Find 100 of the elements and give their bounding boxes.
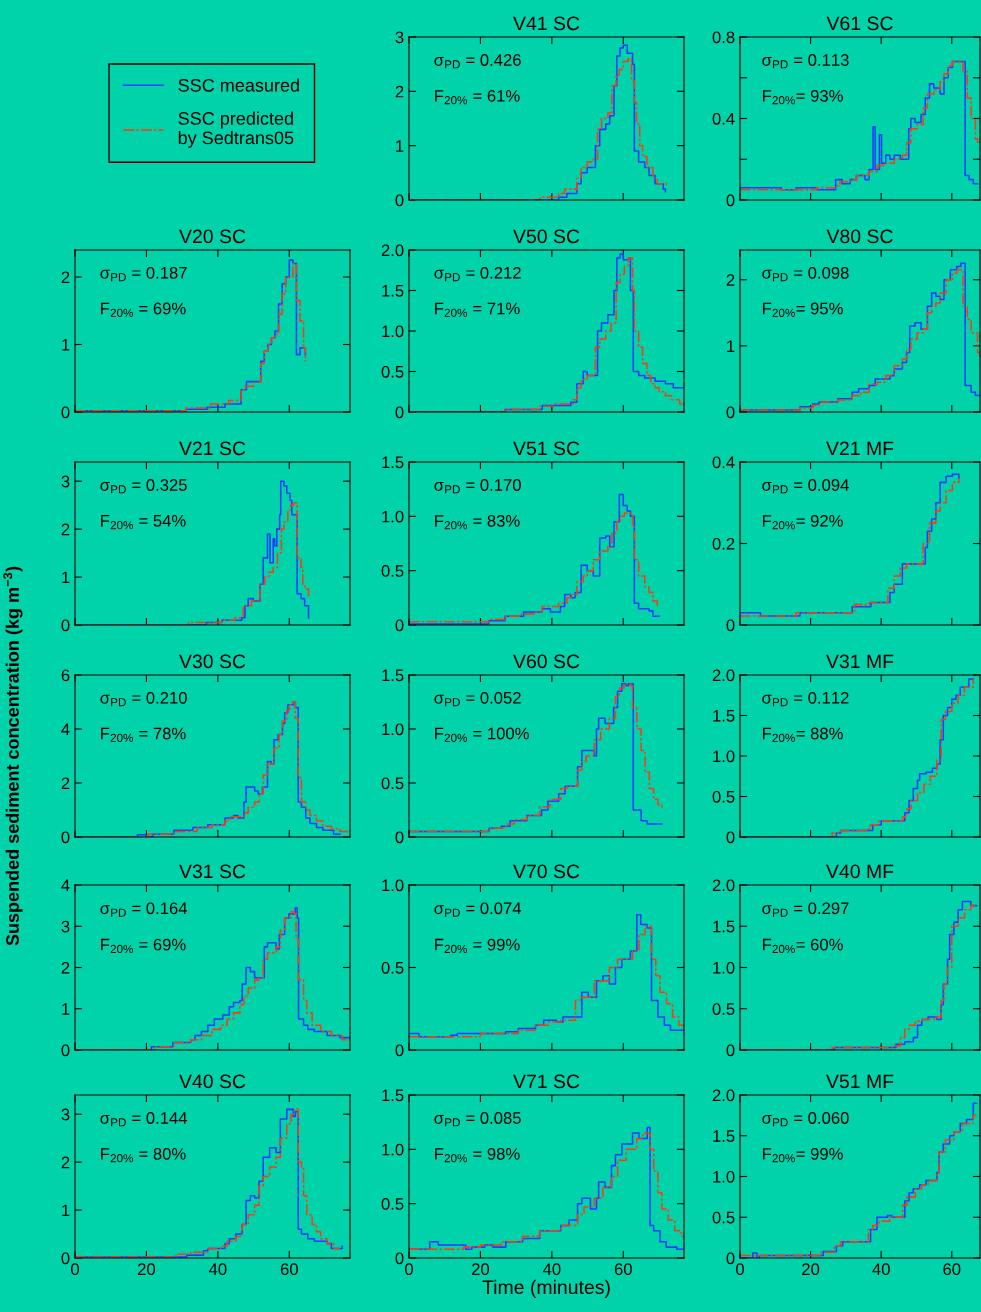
- y-tick-label: 0.4: [712, 456, 735, 469]
- y-tick-label: 0: [61, 406, 70, 419]
- y-tick-label: 1.5: [713, 1130, 735, 1142]
- annotation: F$_{20%}$ = 61%: [435, 89, 520, 105]
- annotation: σ$_{PD}$ = 0.113: [762, 54, 849, 69]
- chart-title: V80 SC: [826, 229, 893, 244]
- y-tick-label: 0.5: [712, 1003, 735, 1015]
- y-tick-label: 0: [395, 831, 404, 844]
- chart-title: V31 MF: [826, 654, 894, 669]
- annotation: σ$_{PD}$ = 0.052: [434, 691, 521, 707]
- annotation: σ$_{PD}$ = 0.112: [762, 691, 849, 707]
- y-tick-label: 1.0: [713, 961, 735, 974]
- y-tick-label: 0.5: [381, 961, 404, 974]
- annotation: σ$_{PD}$ = 0.144: [100, 1112, 188, 1127]
- annotation: σ$_{PD}$ = 0.164: [100, 902, 188, 917]
- x-tick-label: 20: [802, 1263, 820, 1276]
- y-tick-label: 1: [62, 571, 70, 584]
- y-tick-label: 2.0: [381, 244, 404, 257]
- y-tick-label: 0: [726, 1044, 735, 1057]
- y-tick-label: 4: [61, 723, 70, 736]
- y-tick-label: 1.0: [382, 879, 404, 892]
- y-tick-label: 1: [62, 1003, 70, 1015]
- annotation: σ$_{PD}$ = 0.170: [434, 479, 521, 494]
- chart-title: V41 SC: [513, 16, 580, 31]
- x-tick-label: 40: [542, 1263, 561, 1276]
- annotation: F$_{20%}$ = 78%: [101, 727, 186, 742]
- x-tick-label: 0: [736, 1263, 744, 1276]
- chart-title: V21 SC: [179, 441, 246, 456]
- y-tick-label: 1.5: [382, 669, 404, 682]
- y-tick-label: 1.0: [382, 510, 404, 523]
- annotation: F$_{20%}$= 95%: [762, 302, 843, 317]
- annotation: F$_{20%}$= 88%: [762, 727, 843, 742]
- y-tick-label: 0: [395, 406, 404, 419]
- y-tick-label: 1.5: [382, 1089, 404, 1102]
- annotation: F$_{20%}$= 60%: [762, 938, 843, 954]
- y-tick-label: 3: [61, 1108, 70, 1121]
- y-axis-title: Suspended sediment concentration (kg m$^{−3}$): [3, 566, 23, 946]
- x-tick-label: 40: [872, 1263, 890, 1276]
- y-tick-label: 0: [395, 619, 404, 632]
- annotation: σ$_{PD}$ = 0.085: [434, 1112, 521, 1127]
- y-tick-label: 2: [395, 85, 404, 98]
- y-tick-label: 2: [61, 523, 70, 536]
- annotation: σ$_{PD}$ = 0.210: [100, 691, 187, 707]
- annotation: σ$_{PD}$ = 0.212: [434, 266, 521, 282]
- y-tick-label: 1.0: [713, 1170, 735, 1183]
- chart-title: V21 MF: [826, 441, 894, 456]
- annotation: F$_{20%}$= 99%: [762, 1147, 843, 1163]
- y-tick-label: 1.5: [713, 710, 735, 722]
- y-tick-label: 0: [395, 194, 404, 207]
- y-tick-label: 0: [726, 619, 735, 632]
- chart-title: V40 SC: [179, 1074, 246, 1089]
- y-tick-label: 0: [395, 1044, 404, 1057]
- y-tick-label: 4: [61, 879, 70, 892]
- annotation: σ$_{PD}$ = 0.325: [100, 479, 187, 494]
- y-tick-label: 0.5: [381, 1198, 404, 1210]
- y-tick-label: 3: [61, 475, 70, 488]
- y-tick-label: 3: [61, 920, 70, 933]
- y-tick-label: 0.5: [381, 777, 404, 790]
- y-tick-label: 0.5: [712, 790, 735, 803]
- annotation: σ$_{PD}$ = 0.098: [762, 266, 849, 282]
- y-tick-label: 2: [61, 1156, 70, 1169]
- y-tick-label: 0.8: [712, 31, 735, 44]
- chart-title: V31 SC: [179, 864, 246, 879]
- legend-label: SSC measured: [178, 78, 299, 92]
- y-tick-label: 1.5: [713, 920, 735, 933]
- y-tick-label: 2.0: [712, 669, 735, 682]
- y-tick-label: 0: [726, 1252, 735, 1265]
- y-tick-label: 1: [396, 140, 404, 152]
- annotation: F$_{20%}$ = 98%: [435, 1147, 520, 1163]
- y-tick-label: 6: [61, 669, 70, 682]
- y-tick-label: 1.0: [382, 325, 404, 338]
- y-tick-label: 1: [62, 1204, 70, 1217]
- annotation: σ$_{PD}$ = 0.426: [434, 54, 521, 69]
- y-tick-label: 0: [61, 619, 70, 632]
- x-tick-label: 60: [614, 1263, 632, 1276]
- annotation: F$_{20%}$= 92%: [762, 514, 843, 530]
- y-tick-label: 0.2: [712, 537, 735, 550]
- y-tick-label: 0: [395, 1252, 404, 1265]
- annotation: F$_{20%}$ = 99%: [435, 938, 520, 954]
- annotation: σ$_{PD}$ = 0.187: [100, 266, 187, 282]
- chart-title: V20 SC: [179, 229, 246, 244]
- y-tick-label: 0.5: [712, 1211, 735, 1224]
- annotation: F$_{20%}$ = 54%: [101, 514, 186, 530]
- annotation: σ$_{PD}$ = 0.297: [762, 902, 849, 917]
- annotation: σ$_{PD}$ = 0.074: [434, 902, 522, 917]
- annotation: σ$_{PD}$ = 0.094: [762, 479, 849, 494]
- y-tick-label: 2: [61, 777, 70, 790]
- chart-title: V60 SC: [513, 654, 580, 669]
- annotation: F$_{20%}$ = 100%: [435, 727, 529, 742]
- y-tick-label: 0: [61, 1044, 70, 1057]
- chart-title: V50 SC: [513, 229, 580, 244]
- legend-label: SSC predicted by Sedtrans05: [178, 111, 294, 148]
- y-tick-label: 2: [61, 271, 70, 284]
- y-tick-label: 1.0: [382, 723, 404, 736]
- y-tick-label: 1.5: [382, 285, 404, 297]
- annotation: F$_{20%}$= 93%: [762, 89, 843, 105]
- y-tick-label: 2.0: [712, 879, 735, 892]
- x-tick-label: 20: [472, 1263, 490, 1276]
- x-axis-title: Time (minutes): [482, 1279, 610, 1298]
- y-tick-label: 0.5: [381, 565, 404, 577]
